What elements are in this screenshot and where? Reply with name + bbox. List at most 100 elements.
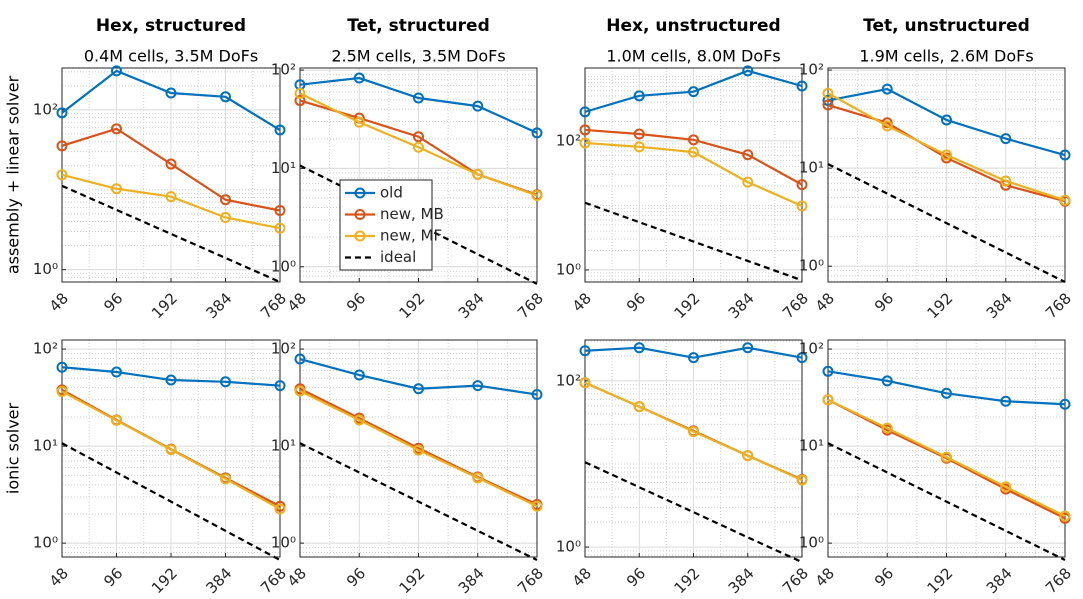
y-tick-label: 10² [33,100,58,118]
axes-box [584,67,803,283]
series-line [61,442,281,562]
series-line [61,69,281,131]
x-tick-label: 48 [284,289,310,315]
x-tick-label: 48 [569,564,595,590]
chart-subtitle: 1.9M cells, 2.6M DoFs [859,47,1033,66]
y-tick-label: 10² [556,371,581,389]
x-tick-label: 768 [257,564,290,597]
x-tick-label: 192 [396,289,429,322]
data-point [796,179,808,191]
series-line [584,381,803,482]
y-tick-label: 10⁰ [556,538,581,556]
data-point [413,141,424,153]
data-point [688,134,699,146]
x-tick-label: 384 [203,564,236,597]
data-point [472,168,484,180]
y-tick-label: 10⁰ [271,257,296,275]
data-point [1000,481,1012,493]
x-tick-label: 768 [514,289,547,322]
data-point [633,128,645,140]
series-line [299,357,538,396]
legend-marker [354,209,366,220]
x-tick-label: 48 [284,564,310,590]
data-point [881,375,893,387]
data-point [531,500,543,512]
data-point [1059,510,1071,522]
data-point [413,92,424,104]
data-point [688,426,699,438]
x-tick-label: 384 [455,289,488,322]
data-point [472,100,484,112]
chart-subtitle: 0.4M cells, 3.5M DoFs [84,47,258,66]
data-point [56,169,68,181]
data-point [111,65,122,77]
data-point [165,158,177,170]
x-tick-label: 384 [725,564,758,597]
x-tick-label: 768 [779,289,812,322]
subplot: 10⁰ 10² 48 96 192 384 768 Hex, unstructured 1.0M… [556,16,812,322]
data-point [579,137,591,149]
legend-marker [354,230,366,242]
series-line [827,87,1066,157]
data-point [881,422,893,434]
x-tick-label: 192 [671,289,704,322]
x-tick-label: 96 [623,564,649,590]
x-tick-label: 192 [924,564,957,597]
axes-box [299,67,538,283]
x-tick-label: 384 [203,289,236,322]
axes-box [827,339,1066,558]
data-point [881,83,893,95]
series-line [827,163,1066,283]
data-point [413,131,424,143]
data-point [220,91,231,103]
data-point [633,90,645,102]
data-point [688,352,699,364]
y-tick-label: 10¹ [271,437,296,455]
y-tick-label: 10¹ [799,437,824,455]
subplot: 10⁰ 10¹ 10² 48 96 192 384 768 Tet, structured 2.5… [271,16,547,322]
axes-box [299,339,538,558]
x-tick-label: 768 [779,564,812,597]
x-tick-label: 384 [455,564,488,597]
x-tick-label: 96 [343,564,369,590]
data-point [742,149,754,161]
x-tick-label: 96 [871,289,897,315]
series-line [299,442,538,562]
series-line [584,201,803,282]
series-line [827,92,1066,202]
subplot: 10⁰ 10¹ 10² 48 96 192 384 768 [271,339,547,597]
data-point [472,380,484,392]
data-point [742,176,754,188]
y-tick-label: 10⁰ [556,260,581,278]
data-point [531,389,543,401]
data-point [796,352,808,364]
data-point [353,369,365,381]
series-line [584,128,803,186]
x-tick-label: 48 [46,289,72,315]
legend-marker [354,187,366,199]
y-tick-label: 10¹ [799,159,824,177]
data-point [294,95,306,107]
data-point [796,200,808,212]
y-axis-label: ionic solver [4,403,23,495]
data-point [413,383,424,395]
data-point [1000,395,1012,407]
subplot: 10⁰ 10¹ 10² 48 96 192 384 768 [799,339,1075,597]
data-point [531,190,543,202]
series-line [584,141,803,207]
data-point [353,72,365,84]
axes-box [827,67,1066,283]
data-point [274,380,286,392]
series-line [827,103,1066,203]
data-point [1059,149,1071,161]
data-point [1059,398,1071,410]
data-point [822,394,834,406]
data-point [165,444,177,456]
series-line [827,442,1066,562]
data-point [579,124,591,136]
data-point [165,191,177,203]
y-tick-label: 10² [799,61,824,79]
data-point [579,106,591,118]
y-tick-label: 10⁰ [799,257,824,275]
